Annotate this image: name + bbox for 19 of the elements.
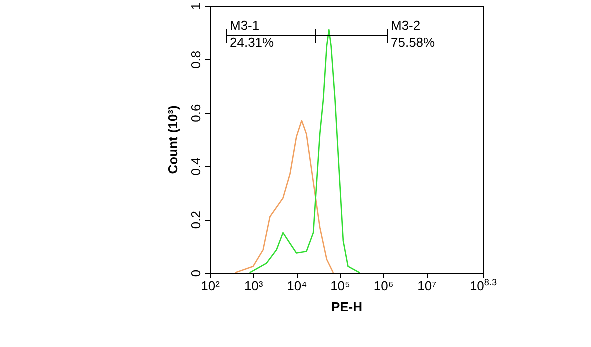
x-axis-title: PE-H xyxy=(331,300,363,314)
x-tick-label: 10⁷ xyxy=(418,278,438,294)
y-axis-title: Count (10³) xyxy=(166,106,180,174)
y-tick-label: 1 xyxy=(188,2,204,10)
x-tick-label: 10⁴ xyxy=(287,278,308,294)
x-tick-label: 10³ xyxy=(244,278,264,294)
y-tick-label: 0.6 xyxy=(188,104,204,122)
y-tick-label: 0.4 xyxy=(188,158,204,176)
y-tick-label: 0.8 xyxy=(188,50,204,69)
x-tick-label: 10⁶ xyxy=(374,278,394,294)
annotation: 24.31% xyxy=(230,35,275,50)
x-tick-label: 10² xyxy=(201,278,221,294)
annotation: 75.58% xyxy=(391,35,436,50)
y-tick-label: 0.2 xyxy=(188,211,204,230)
x-tick-label: 10$^{8.3}$ xyxy=(470,278,498,294)
y-tick-label: 0 xyxy=(188,270,204,278)
annotation: M3-1 xyxy=(230,18,260,33)
x-tick-label: 10⁵ xyxy=(330,278,350,294)
annotation: M3-2 xyxy=(391,18,421,33)
